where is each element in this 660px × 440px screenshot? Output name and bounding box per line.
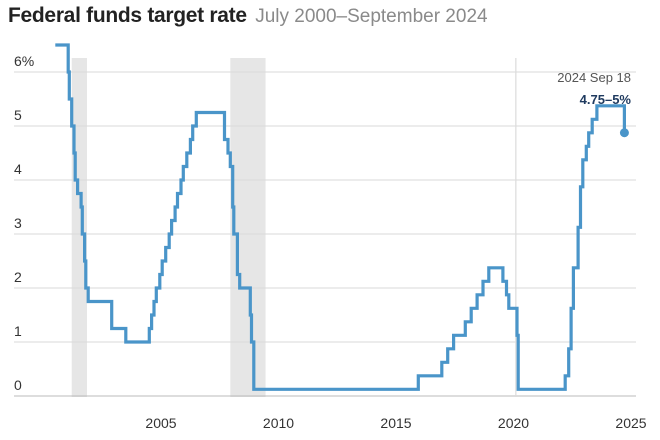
- x-tick-label: 2005: [145, 415, 176, 431]
- x-tick-label: 2010: [263, 415, 294, 431]
- y-axis-ticks: 0 1 2 3 4 5 6%: [14, 53, 34, 393]
- gridlines: [14, 71, 636, 397]
- recession-band-1: [71, 58, 87, 397]
- recession-bands: [71, 58, 266, 397]
- annotation-value: 4.75–5%: [580, 92, 632, 107]
- annotation: 2024 Sep 18 4.75–5%: [557, 70, 631, 107]
- x-tick-label: 2025: [615, 415, 646, 431]
- recession-band-2: [230, 58, 266, 397]
- y-tick-label: 6%: [14, 53, 34, 69]
- x-tick-label: 2020: [498, 415, 529, 431]
- x-tick-label: 2015: [380, 415, 411, 431]
- title-row: Federal funds target rate July 2000–Sept…: [8, 4, 488, 28]
- y-tick-label: 2: [14, 269, 22, 285]
- series-line-1: [55, 43, 626, 391]
- y-tick-label: 1: [14, 323, 22, 339]
- annotation-date: 2024 Sep 18: [557, 70, 631, 85]
- last-point-marker: [619, 128, 629, 138]
- chart-subtitle: July 2000–September 2024: [255, 6, 488, 27]
- y-tick-label: 4: [14, 161, 22, 177]
- chart-title: Federal funds target rate: [8, 4, 247, 27]
- y-tick-label: 0: [14, 377, 22, 393]
- y-tick-label: 5: [14, 107, 22, 123]
- x-axis-ticks: 2005 2010 2015 2020 2025: [145, 415, 646, 431]
- y-tick-label: 3: [14, 215, 22, 231]
- series-layer: [55, 43, 629, 391]
